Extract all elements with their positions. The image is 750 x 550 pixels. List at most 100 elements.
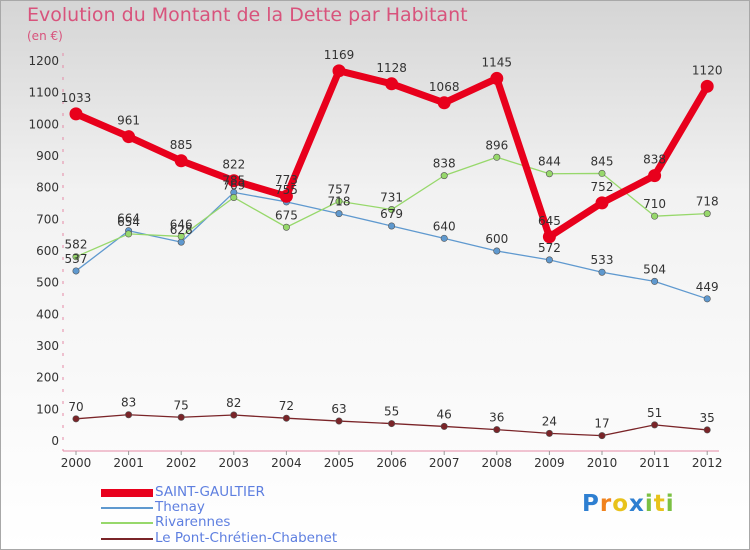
data-point-le-pont-chretien-chabenet — [703, 426, 711, 434]
legend-label: Le Pont-Chrétien-Chabenet — [155, 530, 338, 546]
data-label-le-pont-chretien-chabenet: 70 — [68, 400, 83, 414]
data-label-thenay: 640 — [433, 219, 456, 233]
logo-letter: t — [653, 491, 666, 517]
data-label-saint-gaultier: 1145 — [482, 55, 513, 69]
data-label-saint-gaultier: 1169 — [324, 48, 355, 62]
legend-swatch — [101, 538, 153, 540]
data-point-rivarennes — [335, 197, 343, 205]
data-point-saint-gaultier — [542, 230, 556, 244]
data-label-saint-gaultier: 822 — [222, 158, 245, 172]
x-tick-label: 2011 — [639, 456, 670, 470]
legend-label: Rivarennes — [155, 514, 231, 530]
data-point-rivarennes — [125, 230, 133, 238]
data-label-le-pont-chretien-chabenet: 63 — [331, 402, 346, 416]
chart-title: Evolution du Montant de la Dette par Hab… — [27, 4, 468, 26]
x-tick-label: 2002 — [166, 456, 197, 470]
legend-swatch — [101, 522, 153, 524]
y-tick-label: 900 — [36, 149, 59, 163]
data-label-saint-gaultier: 1068 — [429, 80, 460, 94]
data-label-thenay: 533 — [591, 253, 614, 267]
legend-swatch — [101, 507, 153, 509]
data-point-rivarennes — [598, 169, 606, 177]
data-point-saint-gaultier — [648, 169, 662, 183]
legend-label: SAINT-GAULTIER — [155, 484, 265, 500]
data-label-thenay: 504 — [643, 262, 666, 276]
data-point-saint-gaultier — [437, 96, 451, 110]
logo-letter: o — [612, 491, 630, 517]
data-point-le-pont-chretien-chabenet — [598, 432, 606, 440]
data-point-saint-gaultier — [279, 189, 293, 203]
data-point-le-pont-chretien-chabenet — [72, 415, 80, 423]
data-label-le-pont-chretien-chabenet: 17 — [594, 417, 609, 431]
data-label-rivarennes: 675 — [275, 208, 298, 222]
y-tick-label: 1000 — [28, 117, 59, 131]
data-label-le-pont-chretien-chabenet: 83 — [121, 396, 136, 410]
data-point-le-pont-chretien-chabenet — [282, 414, 290, 422]
data-point-le-pont-chretien-chabenet — [440, 422, 448, 430]
y-tick-label: 700 — [36, 212, 59, 226]
x-tick-label: 2003 — [219, 456, 250, 470]
data-label-thenay: 664 — [117, 212, 140, 226]
logo-letter: r — [599, 491, 613, 517]
data-label-saint-gaultier: 961 — [117, 114, 140, 128]
data-label-thenay: 628 — [170, 223, 193, 237]
y-tick-label: 0 — [51, 434, 59, 448]
data-point-le-pont-chretien-chabenet — [545, 429, 553, 437]
data-label-thenay: 785 — [222, 173, 245, 187]
data-label-le-pont-chretien-chabenet: 72 — [279, 399, 294, 413]
data-label-saint-gaultier: 773 — [275, 173, 298, 187]
data-label-thenay: 600 — [485, 232, 508, 246]
x-tick-label: 2004 — [271, 456, 302, 470]
data-point-saint-gaultier — [700, 79, 714, 93]
data-point-le-pont-chretien-chabenet — [388, 420, 396, 428]
x-tick-label: 2007 — [429, 456, 460, 470]
logo-letter: x — [629, 491, 645, 517]
proxiti-logo: Proxiti — [582, 491, 675, 517]
data-label-rivarennes: 838 — [433, 157, 456, 171]
data-label-rivarennes: 757 — [328, 182, 351, 196]
data-point-thenay — [335, 210, 343, 218]
data-point-saint-gaultier — [227, 174, 241, 188]
y-tick-label: 800 — [36, 181, 59, 195]
data-label-rivarennes: 731 — [380, 191, 403, 205]
data-label-thenay: 537 — [65, 252, 88, 266]
data-label-thenay: 449 — [696, 280, 719, 294]
data-point-thenay — [440, 234, 448, 242]
data-label-le-pont-chretien-chabenet: 36 — [489, 411, 504, 425]
y-axis-unit: (en €) — [27, 29, 63, 43]
data-label-rivarennes: 896 — [485, 138, 508, 152]
data-label-saint-gaultier: 752 — [591, 180, 614, 194]
logo-letter: i — [644, 491, 654, 517]
data-label-rivarennes: 646 — [170, 217, 193, 231]
data-label-rivarennes: 582 — [65, 238, 88, 252]
data-label-le-pont-chretien-chabenet: 35 — [700, 411, 715, 425]
x-tick-label: 2009 — [534, 456, 565, 470]
data-point-rivarennes — [703, 210, 711, 218]
data-point-le-pont-chretien-chabenet — [125, 411, 133, 419]
data-point-saint-gaultier — [385, 77, 399, 91]
y-tick-label: 500 — [36, 276, 59, 290]
data-point-rivarennes — [545, 170, 553, 178]
legend-label: Thenay — [155, 499, 205, 515]
y-tick-label: 400 — [36, 307, 59, 321]
data-point-le-pont-chretien-chabenet — [230, 411, 238, 419]
data-label-saint-gaultier: 1120 — [692, 63, 723, 77]
x-tick-label: 2001 — [113, 456, 144, 470]
x-tick-label: 2012 — [692, 456, 723, 470]
legend-swatch — [101, 489, 153, 497]
y-tick-label: 600 — [36, 244, 59, 258]
data-label-rivarennes: 710 — [643, 197, 666, 211]
data-point-le-pont-chretien-chabenet — [493, 426, 501, 434]
logo-letter: P — [582, 491, 600, 517]
data-point-thenay — [651, 277, 659, 285]
data-point-rivarennes — [230, 193, 238, 201]
data-label-le-pont-chretien-chabenet: 55 — [384, 405, 399, 419]
data-label-thenay: 718 — [328, 195, 351, 209]
x-tick-label: 2006 — [376, 456, 407, 470]
data-point-le-pont-chretien-chabenet — [177, 413, 185, 421]
y-tick-label: 1100 — [28, 86, 59, 100]
data-label-saint-gaultier: 645 — [538, 214, 561, 228]
data-label-le-pont-chretien-chabenet: 24 — [542, 414, 557, 428]
